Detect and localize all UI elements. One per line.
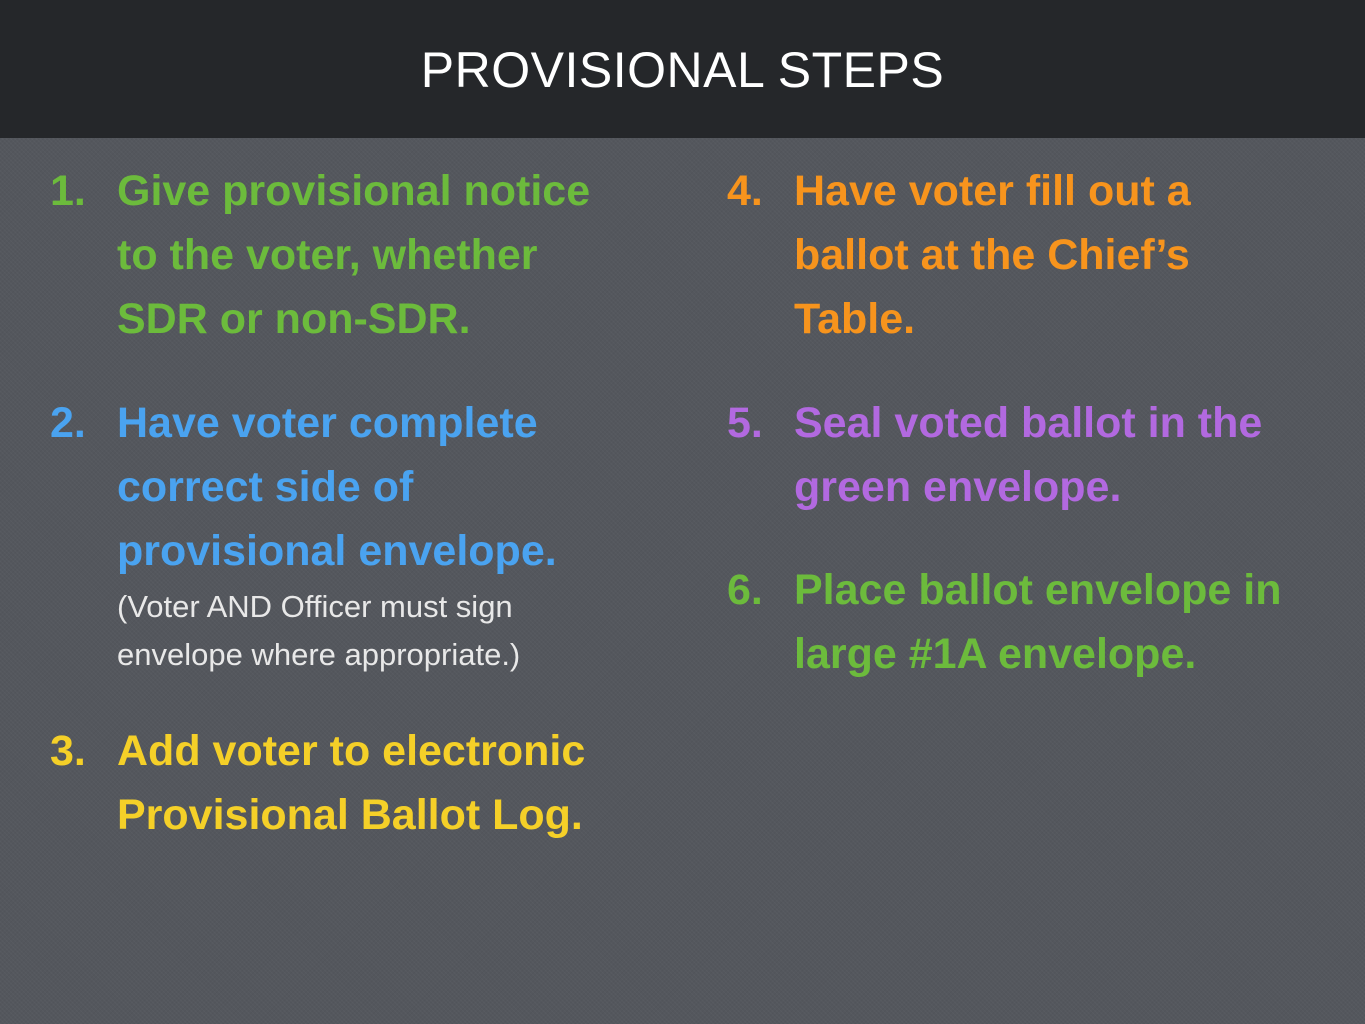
step-text-line: Have voter fill out a <box>794 167 1191 215</box>
step-number: 1. <box>50 167 86 215</box>
step-text-line: Give provisional notice <box>117 167 591 215</box>
step-number: 2. <box>50 399 86 447</box>
step-number: 4. <box>727 167 763 215</box>
step-note-line: envelope where appropriate.) <box>117 637 521 672</box>
step-text-line: provisional envelope. <box>117 527 557 575</box>
step-text-line: to the voter, whether <box>117 231 538 279</box>
step-text-line: Place ballot envelope in <box>794 566 1282 614</box>
page-title: PROVISIONAL STEPS <box>420 42 945 98</box>
step-text-line: Seal voted ballot in the <box>794 399 1263 447</box>
step-text-line: correct side of <box>117 463 414 511</box>
step-body: Have voter fill out a ballot at the Chie… <box>794 159 1354 351</box>
step-text-line: large #1A envelope. <box>794 630 1197 678</box>
step-text-line: green envelope. <box>794 463 1122 511</box>
step-number: 6. <box>727 566 763 614</box>
step-body: Give provisional notice to the voter, wh… <box>117 159 677 351</box>
step-text-line: Add voter to electronic <box>117 727 586 775</box>
step-note-line: (Voter AND Officer must sign <box>117 589 513 624</box>
step-number: 3. <box>50 727 86 775</box>
step-text-line: Have voter complete <box>117 399 538 447</box>
step-body: Add voter to electronic Provisional Ball… <box>117 719 677 847</box>
step-text-line: Table. <box>794 295 916 343</box>
step-body: Have voter complete correct side of prov… <box>117 391 677 679</box>
step-text-line: SDR or non-SDR. <box>117 295 471 343</box>
title-bar: PROVISIONAL STEPS <box>0 0 1365 138</box>
step-number: 5. <box>727 399 763 447</box>
step-body: Seal voted ballot in the green envelope. <box>794 391 1354 519</box>
step-text-line: Provisional Ballot Log. <box>117 791 583 839</box>
step-text-line: ballot at the Chief’s <box>794 231 1190 279</box>
step-body: Place ballot envelope in large #1A envel… <box>794 558 1354 686</box>
